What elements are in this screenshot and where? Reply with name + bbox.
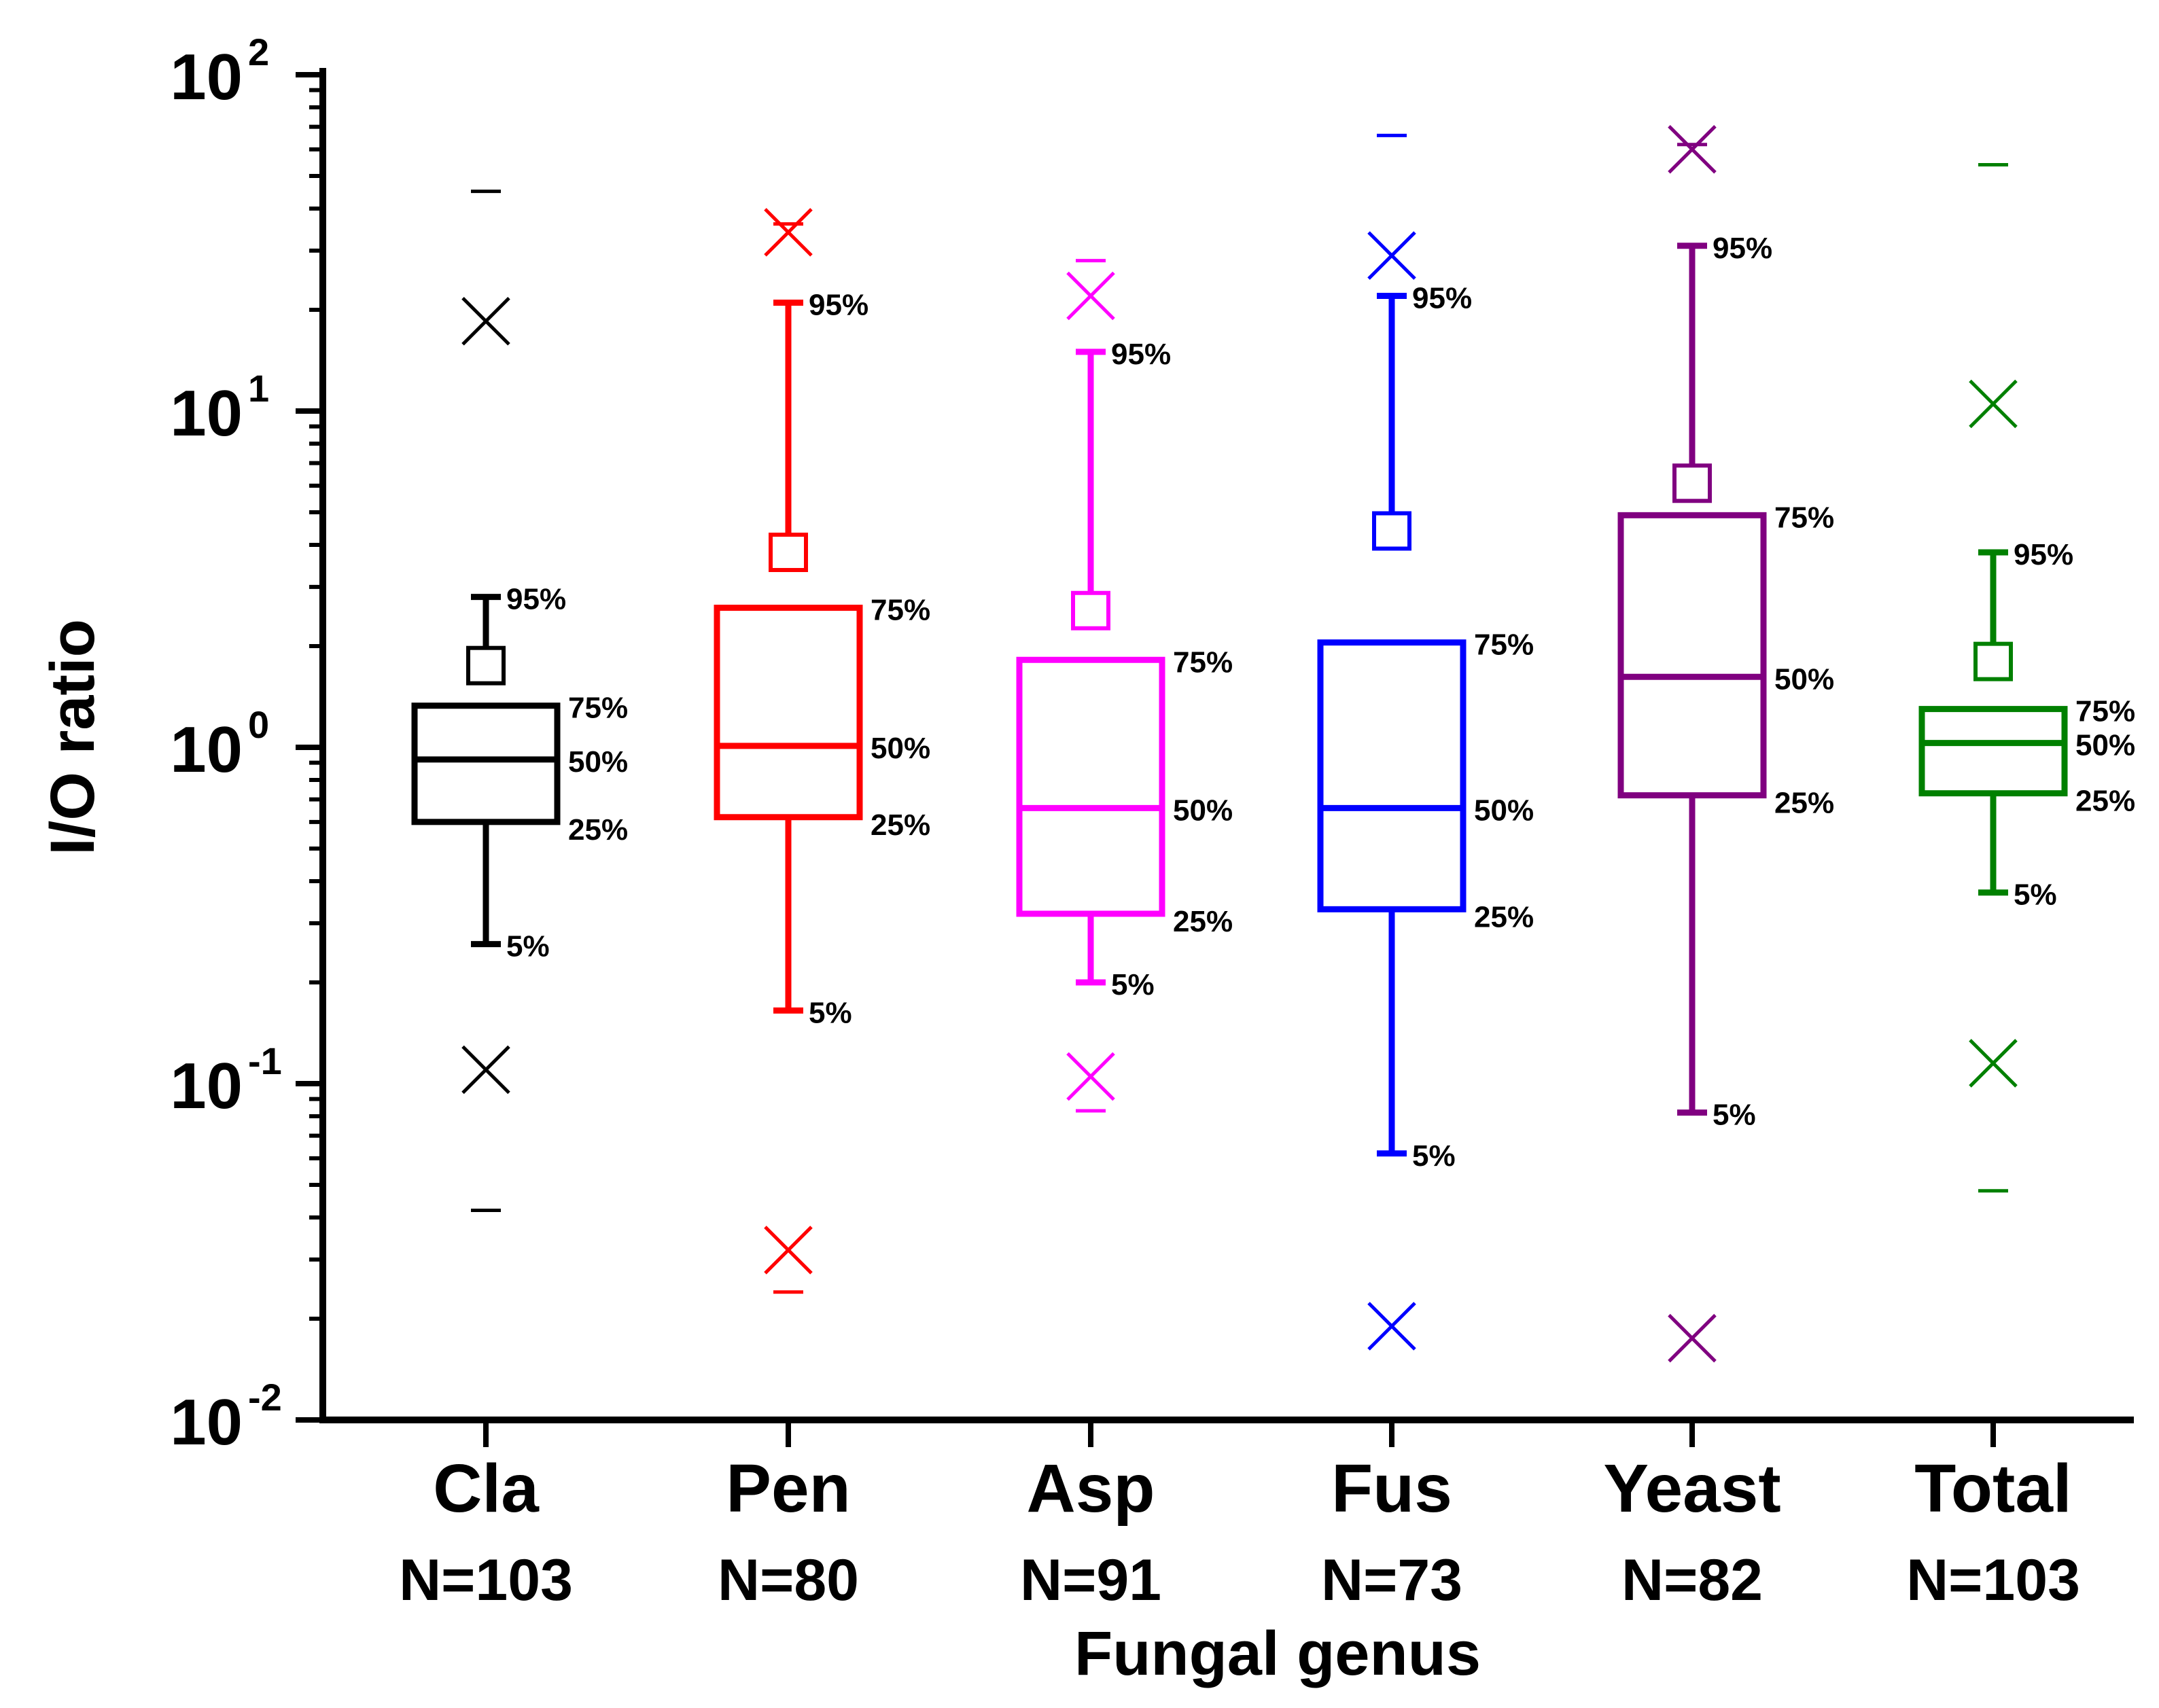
iqr-box	[714, 605, 863, 821]
outlier-high-marker	[764, 208, 813, 257]
category-label: Asp	[1027, 1451, 1155, 1527]
y-axis-title: I/O ratio	[38, 619, 107, 855]
category-label: Total	[1914, 1451, 2071, 1527]
y-tick-label: 10	[170, 41, 243, 113]
label-75: 75%	[2075, 695, 2135, 728]
iqr-box	[411, 702, 561, 825]
label-75: 75%	[568, 692, 628, 725]
label-50: 50%	[568, 745, 628, 779]
label-95: 95%	[1111, 338, 1171, 371]
category-label: Yeast	[1603, 1451, 1780, 1527]
n-label: N=80	[718, 1548, 859, 1613]
label-5: 5%	[809, 996, 852, 1029]
n-label: N=82	[1621, 1548, 1763, 1613]
box-fus: 95% 5% 75% 25% 50% Fus N=73	[1317, 133, 1534, 1613]
outlier-high-marker	[1668, 125, 1717, 174]
label-50: 50%	[1173, 794, 1233, 827]
y-tick-exponent: 1	[248, 367, 269, 410]
label-5: 5%	[1412, 1139, 1456, 1173]
y-tick-exponent: 2	[248, 31, 269, 73]
box-total: 95% 5% 75% 25% 50% Total N=103	[1906, 162, 2135, 1613]
box-yeast: 95% 5% 75% 25% 50% Yeast N=82	[1603, 125, 1834, 1613]
y-tick-label: 10	[170, 1050, 243, 1122]
mean-marker	[1973, 641, 2013, 681]
iqr-box	[1317, 639, 1467, 912]
category-label: Fus	[1331, 1451, 1452, 1527]
label-50: 50%	[1474, 794, 1534, 827]
label-75: 75%	[1774, 501, 1834, 534]
label-75: 75%	[1173, 645, 1233, 679]
outlier-high-marker	[1066, 271, 1115, 321]
outlier-low-marker	[1969, 1039, 2018, 1088]
label-5: 5%	[1111, 968, 1155, 1001]
category-label: Cla	[433, 1451, 540, 1527]
y-tick-exponent: -2	[248, 1376, 282, 1419]
y-tick-label: 10	[170, 713, 243, 786]
label-75: 75%	[871, 594, 930, 627]
label-25: 25%	[871, 808, 930, 842]
y-tick-exponent: -1	[248, 1039, 282, 1082]
label-95: 95%	[2014, 538, 2073, 571]
label-95: 95%	[506, 583, 566, 616]
box-pen: 95% 5% 75% 25% 50% Pen N=80	[714, 208, 930, 1613]
iqr-box	[1617, 512, 1767, 799]
label-25: 25%	[1474, 900, 1534, 933]
category-label: Pen	[726, 1451, 850, 1527]
y-tick-exponent: 0	[248, 703, 269, 746]
box-series: 95% 5% 75% 25% 50% Cla N=103 95% 5% 75% 25% 50% Pen N…	[399, 125, 2135, 1613]
axes	[319, 68, 2134, 1423]
x-axis-title: Fungal genus	[1074, 1619, 1481, 1688]
mean-marker	[1071, 590, 1110, 630]
mean-marker	[1372, 511, 1411, 551]
label-5: 5%	[2014, 878, 2057, 912]
outlier-low-marker	[1367, 1302, 1416, 1351]
mean-marker	[466, 645, 506, 686]
y-tick-label: 10	[170, 377, 243, 450]
label-25: 25%	[1774, 787, 1834, 820]
label-50: 50%	[1774, 662, 1834, 696]
iqr-box	[1918, 706, 2068, 797]
n-label: N=103	[1906, 1548, 2080, 1613]
label-50: 50%	[2075, 729, 2135, 762]
iqr-box	[1016, 656, 1165, 917]
mean-marker	[769, 533, 808, 573]
box-cla: 95% 5% 75% 25% 50% Cla N=103	[399, 190, 628, 1613]
label-25: 25%	[2075, 785, 2135, 818]
label-95: 95%	[1412, 282, 1472, 315]
outlier-low-marker	[461, 1045, 510, 1095]
outlier-low-marker	[1668, 1313, 1717, 1363]
label-5: 5%	[506, 930, 550, 963]
outlier-high-marker	[1367, 231, 1416, 280]
label-95: 95%	[1713, 232, 1772, 265]
outlier-low-marker	[1066, 1052, 1115, 1101]
outlier-low-marker	[764, 1226, 813, 1275]
mean-marker	[1672, 463, 1712, 503]
y-tick-label: 10	[170, 1386, 243, 1459]
outlier-high-marker	[1969, 379, 2018, 429]
outlier-high-marker	[461, 296, 510, 346]
box-asp: 95% 5% 75% 25% 50% Asp N=91	[1016, 259, 1233, 1613]
label-25: 25%	[568, 813, 628, 847]
label-5: 5%	[1713, 1099, 1756, 1132]
label-95: 95%	[809, 289, 868, 322]
n-label: N=103	[399, 1548, 573, 1613]
label-75: 75%	[1474, 628, 1534, 662]
n-label: N=73	[1321, 1548, 1462, 1613]
label-25: 25%	[1173, 905, 1233, 938]
label-50: 50%	[871, 732, 930, 765]
n-label: N=91	[1020, 1548, 1161, 1613]
